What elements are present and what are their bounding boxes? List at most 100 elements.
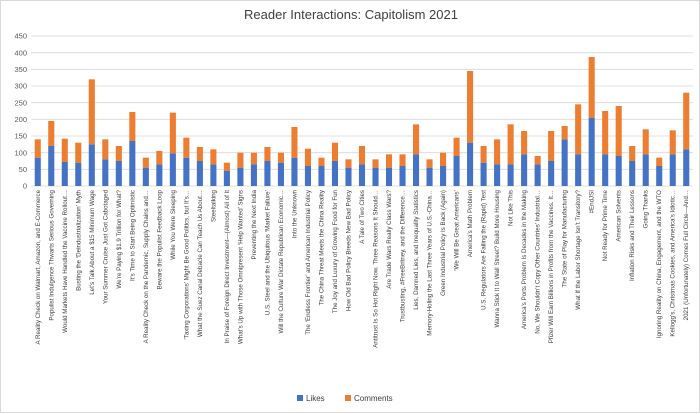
x-category-label: Memory-Holing the Last Three Years of U.… [427, 190, 434, 336]
bar-likes [534, 164, 541, 186]
bar-likes [548, 161, 555, 186]
bar-likes [385, 167, 393, 186]
bar-comments [88, 79, 95, 145]
x-category-label: What If the Labor Shortage Isn’t Transit… [575, 189, 582, 309]
x-category-label: #EndJSI [589, 190, 596, 214]
x-category-label: The Joy and Luxury of Growing Food for F… [332, 189, 339, 313]
bar-likes [642, 154, 649, 186]
bar-likes [669, 154, 676, 186]
bar-comments [494, 139, 501, 165]
x-category-label: U.S. Steel and the Ubiquitous ‘Market Fa… [264, 190, 271, 315]
bar-likes [291, 157, 298, 186]
y-tick-label: 350 [14, 65, 27, 74]
bar-likes [34, 157, 41, 186]
x-category-label: The ‘Endless Frontier’ and American Indu… [305, 189, 312, 335]
bar-comments [629, 146, 636, 161]
x-category-label: Inflation Risks and Their Lessons [629, 190, 636, 281]
bar-likes [399, 166, 406, 186]
x-category-label: America’s Ports Problem Is Decades in th… [521, 189, 528, 329]
x-category-label: ‘Taxing Corporations’ Might Be Good Poli… [183, 190, 190, 340]
x-category-label: Antitrust Is So Hot Right Now. Three Rea… [373, 190, 380, 348]
x-category-label: How Old Bad Policy Breeds New Bad Policy [345, 189, 352, 311]
x-category-label: Busting the ‘Deindustrialization’ Myth [75, 189, 82, 290]
bar-likes [602, 154, 609, 186]
bar-likes [480, 162, 487, 186]
bar-comments [304, 148, 311, 166]
bar-likes [277, 162, 284, 186]
x-category-label: Will the Culture War Dictate Republican … [278, 190, 285, 334]
bar-comments [602, 111, 609, 155]
y-tick-label: 150 [14, 132, 27, 141]
x-category-label: American Solvents [616, 190, 623, 242]
y-tick-label: 450 [14, 32, 27, 41]
bar-comments [615, 106, 622, 156]
bar-comments [277, 152, 284, 163]
x-category-label: Are Trade Wars Really Class Wars? [386, 189, 393, 288]
x-category-label: Lies, Damned Lies, and Inequality Statis… [413, 190, 420, 310]
bar-likes [372, 167, 379, 186]
bar-likes [48, 146, 55, 186]
x-category-label: Ignoring Reality on China, Engagement, a… [656, 190, 663, 338]
bar-likes [413, 154, 420, 186]
bar-likes [575, 154, 582, 186]
bar-likes [440, 166, 447, 186]
x-category-label: A Tale of Two Cities [359, 190, 366, 244]
bar-likes [521, 154, 528, 186]
x-category-label: No, We Shouldn’t Copy Other Countries’ I… [535, 190, 542, 334]
bar-likes [561, 139, 568, 186]
bar-comments [575, 104, 582, 155]
x-category-label: Wanna Stick It to Wall Street? Build Mor… [494, 189, 501, 327]
x-category-label: The State of Play for Manufacturing [562, 189, 569, 287]
bar-likes [507, 164, 514, 186]
bar-likes [304, 166, 311, 186]
bar-comments [318, 157, 325, 166]
x-category-label: Kellogg’s, Christmas Cookies, and Americ… [670, 190, 677, 337]
bar-comments [264, 147, 271, 161]
bar-likes [142, 167, 149, 186]
bar-likes [196, 161, 203, 186]
bar-likes [169, 153, 176, 186]
x-category-label: A Reality Check on Walmart, Amazon, and … [35, 189, 42, 344]
bar-likes [331, 161, 339, 186]
bar-comments [210, 149, 217, 165]
bar-likes [426, 167, 433, 186]
y-tick-label: 400 [14, 48, 27, 57]
legend-swatch-comments [345, 395, 351, 401]
y-tick-label: 100 [14, 148, 27, 157]
bar-likes [358, 164, 366, 186]
x-category-label: U.S. Regulators Are Failing the (Rapid) … [481, 190, 488, 310]
bar-comments [683, 92, 690, 150]
bar-comments [413, 124, 420, 155]
x-category-label: Not Ready for Prime Time [602, 189, 609, 261]
bar-comments [345, 159, 352, 168]
bar-comments [548, 131, 555, 161]
bar-likes [183, 157, 190, 186]
bar-comments [372, 159, 379, 168]
y-tick-label: 250 [14, 98, 27, 107]
bar-comments [291, 127, 298, 158]
x-category-label: Pfizer Will Earn Billions in Profits fro… [548, 190, 555, 343]
bar-comments [61, 138, 68, 162]
bar-comments [534, 156, 541, 165]
bar-likes [250, 164, 257, 186]
x-category-label: Preventing the Next India [251, 189, 258, 259]
bar-comments [48, 121, 55, 146]
bar-likes [453, 156, 460, 186]
bar-comments [642, 129, 649, 155]
bar-likes [494, 164, 501, 186]
bar-likes [129, 141, 136, 186]
legend-swatch-likes [297, 395, 303, 401]
bar-likes [115, 161, 122, 186]
bar-comments [507, 124, 514, 165]
bar-comments [169, 112, 176, 154]
bar-likes [467, 142, 474, 186]
x-category-label: We’re Paying $1.9 Trillion for What? [116, 189, 123, 288]
x-category-label: Populist Indulgence Thwarts Serious Gove… [48, 189, 55, 320]
bar-likes [683, 149, 690, 186]
bar-comments [250, 152, 257, 165]
x-category-label: Your Summer Cruise Just Got Cabotaged [102, 189, 109, 304]
bar-comments [358, 146, 366, 165]
x-category-label: Going Thanks [643, 190, 650, 228]
